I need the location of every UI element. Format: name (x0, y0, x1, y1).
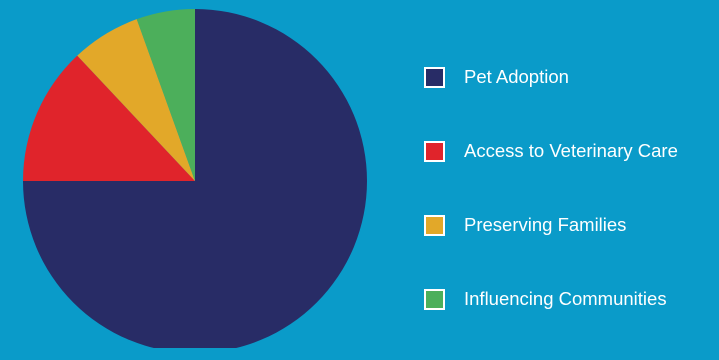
pie-slice-preserving-families (77, 19, 195, 182)
pie-chart (23, 9, 367, 348)
legend-swatch-preserving-families (424, 215, 445, 236)
legend-label-influencing-communities: Influencing Communities (464, 288, 667, 309)
pie-slice-access-to-veterinary-care (23, 55, 195, 182)
legend-item-pet-adoption: Pet Adoption (424, 64, 714, 98)
legend-label-preserving-families: Preserving Families (464, 214, 627, 235)
legend-item-veterinary-care: Access to Veterinary Care (424, 138, 714, 172)
legend-swatch-veterinary-care (424, 141, 445, 162)
legend-item-influencing-communities: Influencing Communities (424, 286, 714, 320)
legend: Pet Adoption Access to Veterinary Care P… (424, 64, 714, 360)
pie-slice-influencing-communities (136, 9, 195, 181)
legend-label-pet-adoption: Pet Adoption (464, 66, 569, 87)
page: { "background": "#0a9bc9", "chart_data":… (23, 9, 678, 348)
legend-label-veterinary-care: Access to Veterinary Care (464, 140, 678, 161)
legend-item-preserving-families: Preserving Families (424, 212, 714, 246)
legend-swatch-pet-adoption (424, 67, 445, 88)
legend-swatch-influencing-communities (424, 289, 445, 310)
